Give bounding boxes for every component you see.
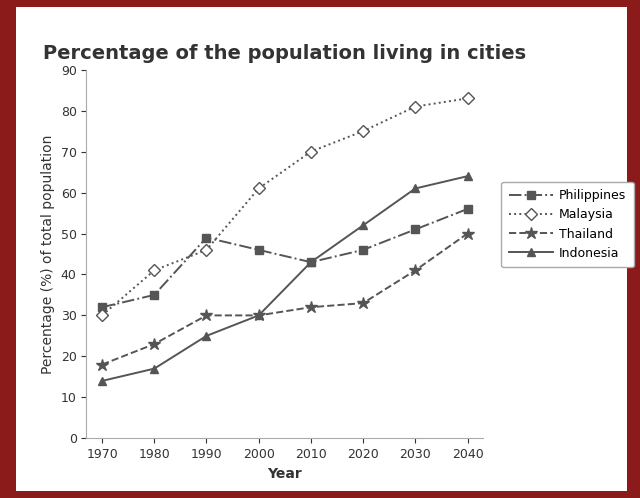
Thailand (203, 312, 211, 318)
Line: Philippines: Philippines (98, 205, 472, 311)
Thailand (255, 312, 262, 318)
Indonesia (150, 366, 158, 372)
Indonesia (464, 173, 472, 179)
Line: Thailand: Thailand (96, 227, 474, 371)
Y-axis label: Percentage (%) of total population: Percentage (%) of total population (41, 134, 55, 374)
Malaysia (98, 312, 106, 318)
Philippines (150, 292, 158, 298)
Malaysia (412, 104, 419, 110)
Indonesia (98, 378, 106, 384)
Title: Percentage of the population living in cities: Percentage of the population living in c… (44, 44, 526, 63)
Indonesia (203, 333, 211, 339)
Philippines (203, 235, 211, 241)
Thailand (150, 341, 158, 347)
Thailand (464, 231, 472, 237)
Malaysia (255, 185, 262, 191)
Indonesia (255, 312, 262, 318)
Malaysia (150, 267, 158, 273)
Philippines (464, 206, 472, 212)
Thailand (359, 300, 367, 306)
Thailand (98, 362, 106, 368)
Malaysia (307, 148, 315, 154)
Thailand (307, 304, 315, 310)
Philippines (412, 227, 419, 233)
Philippines (98, 304, 106, 310)
Indonesia (307, 259, 315, 265)
Philippines (307, 259, 315, 265)
Philippines (255, 247, 262, 253)
Indonesia (412, 185, 419, 191)
Indonesia (359, 222, 367, 228)
Malaysia (359, 128, 367, 134)
Line: Malaysia: Malaysia (98, 94, 472, 320)
Malaysia (464, 96, 472, 102)
X-axis label: Year: Year (268, 467, 302, 481)
Thailand (412, 267, 419, 273)
Philippines (359, 247, 367, 253)
Line: Indonesia: Indonesia (98, 172, 472, 385)
Malaysia (203, 247, 211, 253)
Legend: Philippines, Malaysia, Thailand, Indonesia: Philippines, Malaysia, Thailand, Indones… (501, 182, 634, 267)
